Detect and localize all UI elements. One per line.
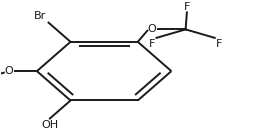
Text: Br: Br bbox=[34, 11, 46, 21]
Text: O: O bbox=[4, 66, 13, 76]
Text: O: O bbox=[148, 24, 156, 34]
Text: F: F bbox=[216, 38, 222, 48]
Text: F: F bbox=[184, 2, 190, 12]
Text: OH: OH bbox=[41, 120, 58, 130]
Text: F: F bbox=[149, 38, 155, 48]
